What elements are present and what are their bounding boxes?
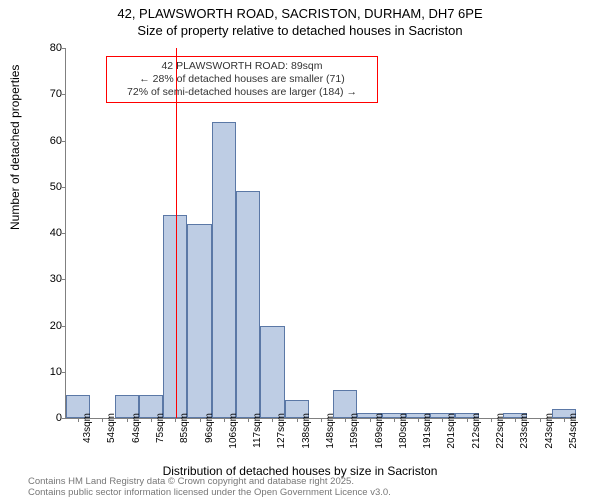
x-tick-mark [151, 418, 152, 422]
x-tick-mark [442, 418, 443, 422]
x-tick-mark [491, 418, 492, 422]
x-tick-mark [297, 418, 298, 422]
x-tick-mark [272, 418, 273, 422]
y-tick-mark [62, 141, 66, 142]
x-tick-label: 233sqm [519, 413, 530, 449]
x-tick-mark [175, 418, 176, 422]
x-tick-mark [102, 418, 103, 422]
x-tick-label: 254sqm [568, 413, 579, 449]
chart-plot-area: 0102030405060708043sqm54sqm64sqm75sqm85s… [65, 48, 576, 419]
y-tick-mark [62, 326, 66, 327]
title-line1: 42, PLAWSWORTH ROAD, SACRISTON, DURHAM, … [0, 6, 600, 23]
x-tick-mark [370, 418, 371, 422]
x-tick-mark [321, 418, 322, 422]
x-tick-mark [564, 418, 565, 422]
footer-line2: Contains public sector information licen… [28, 488, 391, 498]
x-tick-label: 127sqm [276, 413, 287, 449]
x-tick-mark [248, 418, 249, 422]
annotation-line: ← 28% of detached houses are smaller (71… [113, 73, 371, 86]
x-tick-mark [345, 418, 346, 422]
y-tick-mark [62, 187, 66, 188]
y-axis-label: Number of detached properties [8, 65, 22, 230]
y-tick-label: 70 [50, 88, 62, 100]
x-tick-mark [467, 418, 468, 422]
histogram-bar [212, 122, 236, 418]
x-tick-label: 201sqm [446, 413, 457, 449]
x-tick-mark [127, 418, 128, 422]
x-tick-label: 117sqm [252, 413, 263, 448]
histogram-bar [187, 224, 211, 418]
x-tick-label: 243sqm [544, 413, 555, 449]
x-tick-mark [540, 418, 541, 422]
x-tick-label: 43sqm [82, 413, 93, 443]
title-line2: Size of property relative to detached ho… [0, 23, 600, 40]
histogram-bar [260, 326, 284, 419]
x-tick-mark [78, 418, 79, 422]
x-tick-mark [200, 418, 201, 422]
x-tick-mark [515, 418, 516, 422]
footer-attribution: Contains HM Land Registry data © Crown c… [28, 477, 391, 498]
y-tick-mark [62, 279, 66, 280]
x-tick-mark [418, 418, 419, 422]
histogram-bar [236, 191, 260, 418]
x-tick-mark [224, 418, 225, 422]
y-tick-mark [62, 418, 66, 419]
x-tick-label: 138sqm [301, 413, 312, 449]
x-tick-label: 106sqm [228, 413, 239, 449]
y-tick-mark [62, 94, 66, 95]
y-tick-label: 80 [50, 42, 62, 54]
chart-title: 42, PLAWSWORTH ROAD, SACRISTON, DURHAM, … [0, 0, 600, 40]
y-tick-label: 50 [50, 181, 62, 193]
property-marker-line [176, 48, 177, 418]
x-tick-mark [394, 418, 395, 422]
y-tick-mark [62, 372, 66, 373]
x-tick-label: 169sqm [374, 413, 385, 449]
y-tick-label: 40 [50, 227, 62, 239]
y-tick-label: 60 [50, 135, 62, 147]
x-tick-label: 159sqm [349, 413, 360, 449]
annotation-line: 42 PLAWSWORTH ROAD: 89sqm [113, 60, 371, 73]
x-tick-label: 212sqm [471, 413, 482, 449]
annotation-line: 72% of semi-detached houses are larger (… [113, 86, 371, 99]
x-tick-label: 222sqm [495, 413, 506, 449]
x-tick-label: 180sqm [398, 413, 409, 449]
y-tick-mark [62, 233, 66, 234]
x-tick-label: 148sqm [325, 413, 336, 449]
y-tick-label: 20 [50, 320, 62, 332]
y-tick-label: 10 [50, 366, 62, 378]
y-tick-mark [62, 48, 66, 49]
y-tick-label: 30 [50, 273, 62, 285]
annotation-box: 42 PLAWSWORTH ROAD: 89sqm← 28% of detach… [106, 56, 378, 103]
x-tick-label: 191sqm [422, 413, 433, 449]
footer-line1: Contains HM Land Registry data © Crown c… [28, 477, 391, 487]
